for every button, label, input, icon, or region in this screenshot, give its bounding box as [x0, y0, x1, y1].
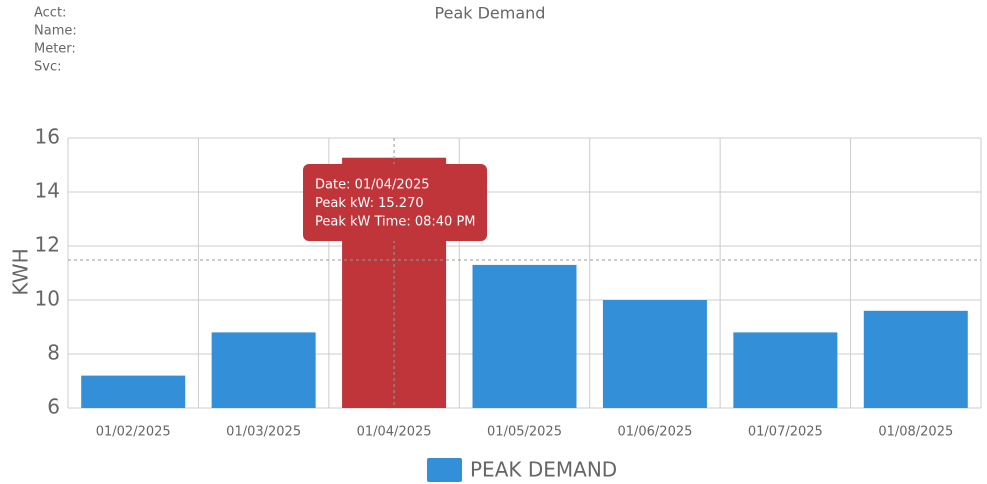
y-tick-label: 6	[47, 395, 60, 419]
tooltip-box	[303, 164, 487, 241]
x-tick-label: 01/04/2025	[357, 425, 432, 440]
tooltip-line: Peak kW Time: 08:40 PM	[315, 215, 476, 230]
x-tick-label: 01/07/2025	[748, 425, 823, 440]
chart-title: Peak Demand	[435, 4, 546, 23]
tooltip-line: Peak kW: 15.270	[315, 196, 424, 211]
bar	[733, 332, 838, 408]
x-tick-label: 01/03/2025	[226, 425, 301, 440]
bar	[211, 332, 316, 408]
y-tick-label: 16	[35, 125, 60, 149]
y-tick-label: 8	[47, 341, 60, 365]
bar	[81, 375, 186, 408]
x-tick-label: 01/05/2025	[487, 425, 562, 440]
tooltip: Date: 01/04/2025 Peak kW: 15.270 Peak kW T…	[303, 164, 487, 241]
bar	[472, 264, 577, 408]
x-tick-label: 01/06/2025	[617, 425, 692, 440]
header-field: Acct:	[34, 6, 66, 21]
header-field: Svc:	[34, 60, 61, 75]
header-field: Name:	[34, 24, 77, 39]
y-tick-label: 14	[35, 179, 60, 203]
y-tick-label: 12	[35, 233, 60, 257]
bar	[602, 300, 707, 408]
y-axis-label: KWH	[9, 248, 33, 295]
y-tick-label: 10	[35, 287, 60, 311]
x-tick-label: 01/08/2025	[878, 425, 953, 440]
x-tick-label: 01/02/2025	[96, 425, 171, 440]
legend-swatch	[427, 458, 462, 482]
legend-label: PEAK DEMAND	[470, 458, 617, 482]
tooltip-line: Date: 01/04/2025	[315, 178, 430, 193]
header-field: Meter:	[34, 42, 76, 57]
bar	[863, 310, 968, 408]
